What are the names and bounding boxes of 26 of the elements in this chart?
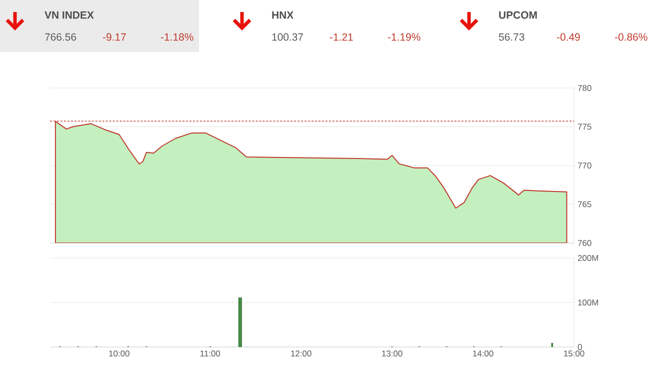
- y-tick-label: 100M: [578, 300, 598, 306]
- text: -1.21: [330, 33, 353, 41]
- text: -0.49: [556, 33, 580, 41]
- text: VN INDEX: [44, 11, 94, 19]
- text: 56.73: [498, 33, 524, 41]
- text: -1.18%: [160, 33, 194, 41]
- text: UPCOM: [499, 11, 537, 19]
- y-tick-label: 775: [578, 124, 592, 130]
- y-tick-label: 760: [578, 240, 592, 246]
- x-tick-label: 11:00: [200, 350, 220, 357]
- text: 766.56: [45, 33, 76, 41]
- x-tick-label: 12:00: [291, 350, 312, 357]
- x-tick-label: 14:00: [473, 350, 494, 357]
- text: HNX: [272, 11, 294, 19]
- x-tick-label: 10:00: [109, 350, 130, 357]
- text: 100.37: [272, 33, 303, 41]
- y-tick-label: 0: [578, 344, 582, 350]
- text: -0.86%: [614, 33, 648, 41]
- x-tick-label: 13:00: [382, 350, 402, 357]
- x-tick-label: 15:00: [564, 350, 584, 357]
- y-tick-label: 200M: [578, 255, 598, 261]
- y-tick-label: 765: [578, 201, 592, 208]
- y-tick-label: 780: [578, 85, 592, 91]
- y-tick-label: 770: [578, 162, 592, 168]
- text: -1.19%: [388, 33, 420, 41]
- text: -9.17: [102, 33, 126, 41]
